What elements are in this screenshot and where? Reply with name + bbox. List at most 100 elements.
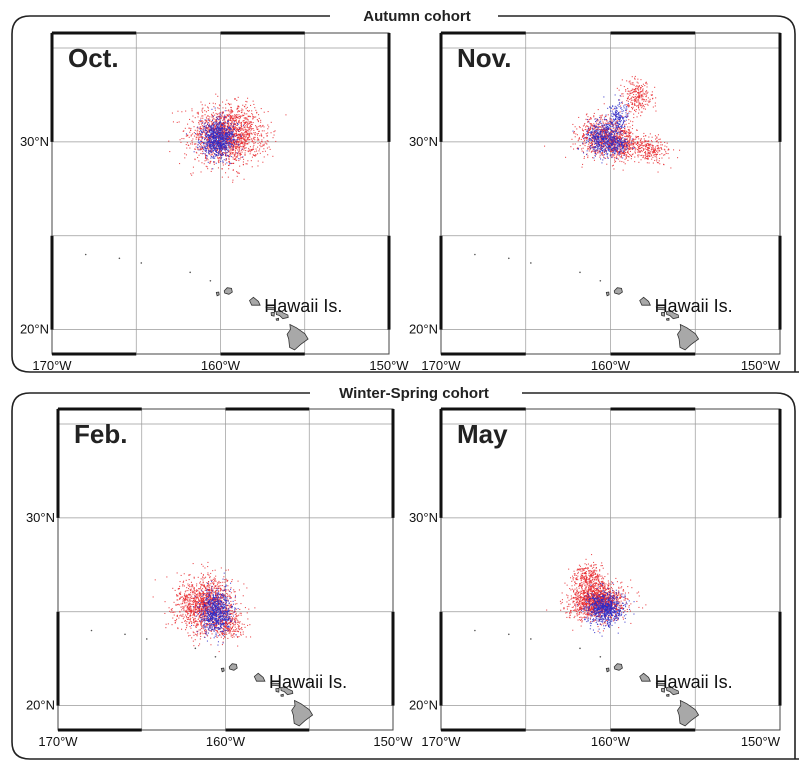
island-lanai xyxy=(275,687,280,693)
red-particle-cluster xyxy=(616,75,657,123)
winter-spring-cohort-frame-right xyxy=(522,392,796,759)
blue-particle-cluster xyxy=(602,94,630,146)
islet-marker xyxy=(209,279,212,282)
island-oahu xyxy=(249,296,261,306)
islet-marker xyxy=(214,655,217,658)
latitude-tick-label: 20°N xyxy=(409,698,438,713)
islet-marker xyxy=(194,647,197,650)
longitude-tick-label: 170°W xyxy=(32,358,72,373)
island-label: Hawaii Is. xyxy=(264,296,342,316)
latitude-tick-label: 30°N xyxy=(409,134,438,149)
islet-marker xyxy=(118,257,121,260)
islet-marker xyxy=(508,257,510,260)
islet-marker xyxy=(530,638,532,640)
island-molokai xyxy=(655,306,666,311)
latitude-tick-label: 20°N xyxy=(20,322,49,337)
longitude-tick-label: 170°W xyxy=(421,358,461,373)
island-lanai xyxy=(660,311,666,317)
island-kahoolawe xyxy=(275,317,280,321)
island-niihau xyxy=(605,667,610,673)
island-molokai xyxy=(265,306,276,311)
longitude-tick-label: 170°W xyxy=(38,734,78,749)
latitude-tick-label: 20°N xyxy=(409,322,438,337)
month-label: Nov. xyxy=(457,43,511,73)
latitude-tick-label: 20°N xyxy=(26,698,55,713)
map-panel-oct: Oct. Hawaii Is. 30°N 20°N 170°W 160°W 150°W xyxy=(20,31,409,373)
cohort-title: Autumn cohort xyxy=(363,8,470,25)
islet-marker xyxy=(474,253,476,256)
map-panel-may: May Hawaii Is. 30°N 20°N 170°W 160°W 150°W xyxy=(409,407,782,749)
islet-marker xyxy=(508,633,510,636)
cohort-title: Winter-Spring cohort xyxy=(339,385,489,402)
autumn-cohort-frame-right xyxy=(498,15,796,372)
islet-marker xyxy=(189,271,191,274)
blue-particle-cluster xyxy=(576,582,635,637)
longitude-tick-label: 160°W xyxy=(206,734,246,749)
islet-marker xyxy=(530,262,532,264)
islet-marker xyxy=(124,633,126,636)
longitude-tick-label: 170°W xyxy=(421,734,461,749)
island-molokai xyxy=(655,682,666,687)
blue-particle-cluster xyxy=(185,107,244,170)
longitude-tick-label: 150°W xyxy=(373,734,413,749)
island-lanai xyxy=(270,311,275,317)
map-panel-nov: Nov. Hawaii Is. 30°N 20°N 170°W 160°W 150°W xyxy=(409,31,782,373)
island-maui xyxy=(275,309,289,320)
island-kahoolawe xyxy=(280,693,284,697)
island-lanai xyxy=(660,687,666,693)
island-niihau xyxy=(215,291,220,297)
island-label: Hawaii Is. xyxy=(655,296,733,316)
islet-marker xyxy=(90,629,93,632)
month-label: May xyxy=(457,419,508,449)
map-panel-feb: Feb. Hawaii Is. 30°N 20°N 170°W 160°W 150°W xyxy=(26,407,413,749)
islet-marker xyxy=(579,271,581,274)
island-maui xyxy=(665,685,680,696)
island-maui xyxy=(665,309,680,320)
island-molokai xyxy=(270,682,281,687)
longitude-tick-label: 160°W xyxy=(201,358,241,373)
islet-marker xyxy=(579,647,581,650)
red-particle-cluster xyxy=(608,132,681,173)
islet-marker xyxy=(599,655,602,658)
month-label: Feb. xyxy=(74,419,127,449)
latitude-tick-label: 30°N xyxy=(26,510,55,525)
islet-marker xyxy=(599,279,602,282)
island-hawaii xyxy=(286,323,309,351)
island-oahu xyxy=(639,296,651,306)
longitude-tick-label: 160°W xyxy=(591,358,631,373)
red-particle-cluster xyxy=(564,554,607,597)
island-kauai xyxy=(228,663,238,671)
longitude-tick-label: 150°W xyxy=(741,734,781,749)
winter-spring-cohort-group: Winter-Spring cohort xyxy=(11,385,799,760)
island-hawaii xyxy=(677,323,700,351)
autumn-cohort-group: Autumn cohort xyxy=(11,8,799,373)
island-kauai xyxy=(223,287,233,295)
islet-marker xyxy=(84,253,87,256)
longitude-tick-label: 150°W xyxy=(369,358,409,373)
latitude-tick-label: 30°N xyxy=(20,134,49,149)
island-niihau xyxy=(605,291,610,297)
island-kauai xyxy=(613,663,623,671)
island-hawaii xyxy=(677,699,700,727)
island-niihau xyxy=(220,667,225,673)
blue-particle-cluster xyxy=(191,572,239,646)
island-oahu xyxy=(639,672,651,682)
longitude-tick-label: 160°W xyxy=(591,734,631,749)
longitude-tick-label: 150°W xyxy=(741,358,781,373)
latitude-tick-label: 30°N xyxy=(409,510,438,525)
island-maui xyxy=(280,685,294,696)
winter-spring-cohort-frame xyxy=(11,392,799,760)
month-label: Oct. xyxy=(68,43,119,73)
island-kauai xyxy=(613,287,623,295)
island-label: Hawaii Is. xyxy=(655,672,733,692)
autumn-cohort-frame xyxy=(11,15,799,373)
blue-particle-cluster xyxy=(599,126,635,159)
islet-marker xyxy=(474,629,476,632)
island-kahoolawe xyxy=(665,317,670,321)
islet-marker xyxy=(140,262,143,264)
island-oahu xyxy=(253,672,266,682)
island-hawaii xyxy=(291,699,314,727)
islet-marker xyxy=(145,638,148,640)
island-kahoolawe xyxy=(665,693,670,697)
